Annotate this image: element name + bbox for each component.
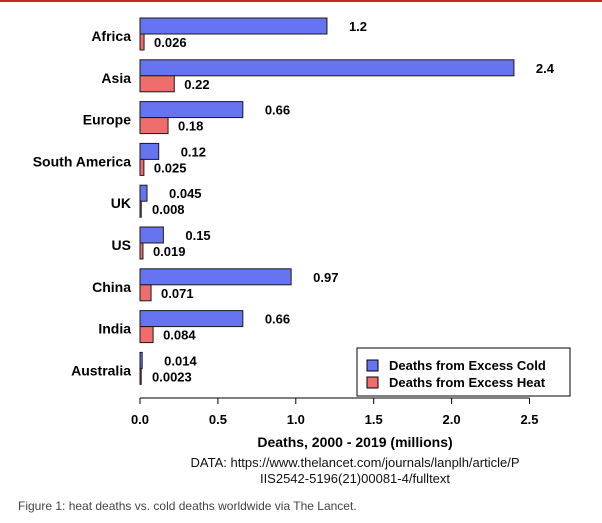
cold-value-label-africa: 1.2 xyxy=(349,19,367,34)
top-accent-rule xyxy=(0,0,602,2)
category-label-uk: UK xyxy=(111,195,131,211)
heat-bar-africa xyxy=(139,33,145,51)
x-tick-label: 0.5 xyxy=(209,412,227,427)
heat-bar-uk xyxy=(139,200,142,218)
legend-label-heat: Deaths from Excess Heat xyxy=(389,375,546,390)
x-tick-label: 1.0 xyxy=(287,412,305,427)
category-label-south-america: South America xyxy=(33,153,131,169)
cold-bar-uk xyxy=(139,184,148,202)
legend: Deaths from Excess Cold Deaths from Exces… xyxy=(356,347,571,397)
cold-bar-china xyxy=(139,268,292,286)
x-tick-label: 1.5 xyxy=(365,412,383,427)
legend-swatch-cold xyxy=(366,359,379,372)
figure-caption: Figure 1: heat deaths vs. cold deaths wo… xyxy=(18,499,357,513)
heat-value-label-europe: 0.18 xyxy=(178,119,203,134)
legend-swatch-heat xyxy=(366,376,379,389)
category-label-india: India xyxy=(98,321,131,337)
x-tick-label: 0.0 xyxy=(131,412,149,427)
category-label-europe: Europe xyxy=(83,112,131,128)
category-label-asia: Asia xyxy=(101,70,131,86)
value-labels: 1.20.0262.40.220.660.180.120.0250.0450.0… xyxy=(152,19,555,384)
legend-label-cold: Deaths from Excess Cold xyxy=(389,358,546,373)
x-axis: 0.0 0.5 1.0 1.5 2.0 2.5 xyxy=(131,397,539,427)
cold-bar-africa xyxy=(139,17,328,35)
heat-value-label-china: 0.071 xyxy=(161,286,194,301)
x-tick-label: 2.5 xyxy=(520,412,538,427)
legend-box xyxy=(356,347,571,397)
cold-value-label-china: 0.97 xyxy=(313,270,338,285)
bars-layer xyxy=(139,17,515,385)
x-tick-label: 2.0 xyxy=(443,412,461,427)
cold-value-label-us: 0.15 xyxy=(185,228,210,243)
category-label-australia: Australia xyxy=(71,362,131,378)
category-label-africa: Africa xyxy=(91,28,131,44)
heat-bar-asia xyxy=(139,75,175,93)
x-axis-label: Deaths, 2000 - 2019 (millions) xyxy=(257,434,452,450)
heat-bar-china xyxy=(139,284,152,302)
heat-value-label-south-america: 0.025 xyxy=(154,160,187,175)
data-source-note: DATA: https://www.thelancet.com/journals… xyxy=(190,455,520,486)
cold-value-label-europe: 0.66 xyxy=(265,103,290,118)
category-labels: Africa Asia Europe South America UK US China In… xyxy=(33,28,131,378)
cold-value-label-south-america: 0.12 xyxy=(181,144,206,159)
heat-value-label-asia: 0.22 xyxy=(184,77,209,92)
heat-bar-europe xyxy=(139,117,169,135)
cold-bar-asia xyxy=(139,59,515,77)
heat-value-label-africa: 0.026 xyxy=(154,35,187,50)
category-label-us: US xyxy=(112,237,131,253)
cold-bar-australia xyxy=(139,351,143,369)
category-label-china: China xyxy=(92,279,131,295)
heat-bar-us xyxy=(139,242,144,260)
cold-value-label-australia: 0.014 xyxy=(164,353,197,368)
cold-bar-south-america xyxy=(139,142,160,160)
heat-value-label-uk: 0.008 xyxy=(152,202,185,217)
cold-value-label-uk: 0.045 xyxy=(169,186,202,201)
heat-bar-australia xyxy=(139,367,142,385)
heat-value-label-australia: 0.0023 xyxy=(152,369,192,384)
bar-chart: Africa Asia Europe South America UK US China In… xyxy=(33,17,571,450)
heat-value-label-us: 0.019 xyxy=(153,244,186,259)
heat-bar-india xyxy=(139,326,154,344)
cold-value-label-india: 0.66 xyxy=(265,312,290,327)
heat-value-label-india: 0.084 xyxy=(163,328,196,343)
cold-bar-india xyxy=(139,310,244,328)
cold-bar-europe xyxy=(139,101,244,119)
cold-value-label-asia: 2.4 xyxy=(536,61,555,76)
cold-bar-us xyxy=(139,226,164,244)
heat-bar-south-america xyxy=(139,158,145,176)
